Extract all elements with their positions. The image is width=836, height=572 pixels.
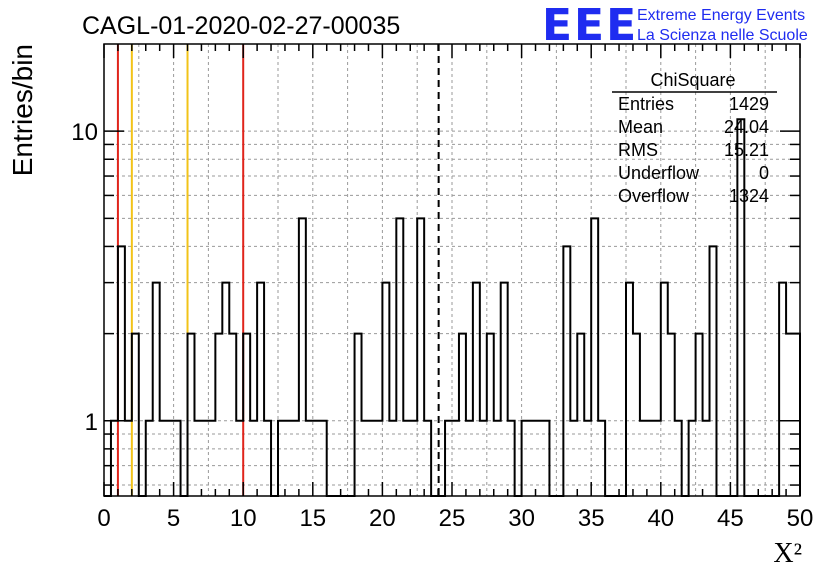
y-tick-label: 10 xyxy=(71,119,98,146)
y-tick-label: 1 xyxy=(85,409,98,436)
x-tick-label: 30 xyxy=(508,505,535,532)
stats-label-rms: RMS xyxy=(618,140,658,160)
stats-value-underflow: 0 xyxy=(759,163,769,183)
x-tick-label: 5 xyxy=(167,505,180,532)
x-tick-label: 35 xyxy=(578,505,605,532)
stats-title: ChiSquare xyxy=(650,70,735,90)
stats-value-overflow: 1324 xyxy=(729,186,769,206)
x-tick-label: 10 xyxy=(230,505,257,532)
x-tick-label: 15 xyxy=(299,505,326,532)
eee-logo-mark: EEE xyxy=(542,0,638,51)
x-tick-label: 0 xyxy=(97,505,110,532)
x-axis-label: X² xyxy=(773,538,802,569)
x-tick-label: 45 xyxy=(717,505,744,532)
logo-line-2: La Scienza nelle Scuole xyxy=(637,27,808,44)
stats-label-entries: Entries xyxy=(618,94,674,114)
eee-logo: EEE Extreme Energy Events La Scienza nel… xyxy=(542,0,808,51)
stats-box: ChiSquare Entries 1429 Mean 24.04 RMS 15… xyxy=(612,70,777,206)
x-tick-label: 25 xyxy=(439,505,466,532)
x-tick-label: 50 xyxy=(787,505,814,532)
grid-lines xyxy=(104,44,800,496)
x-tick-label: 20 xyxy=(369,505,396,532)
axis-ticks: 0 5 10 15 20 25 30 35 40 45 50 1 10 xyxy=(71,44,813,532)
stats-label-overflow: Overflow xyxy=(618,186,690,206)
logo-line-1: Extreme Energy Events xyxy=(637,7,805,24)
chart-title: CAGL-01-2020-02-27-00035 xyxy=(82,12,400,40)
stats-value-rms: 15.21 xyxy=(724,140,769,160)
x-tick-label: 40 xyxy=(647,505,674,532)
stats-value-mean: 24.04 xyxy=(724,117,769,137)
stats-label-underflow: Underflow xyxy=(618,163,700,183)
y-axis-label: Entries/bin xyxy=(7,44,38,176)
stats-value-entries: 1429 xyxy=(729,94,769,114)
stats-label-mean: Mean xyxy=(618,117,663,137)
histogram-outline xyxy=(104,118,801,497)
